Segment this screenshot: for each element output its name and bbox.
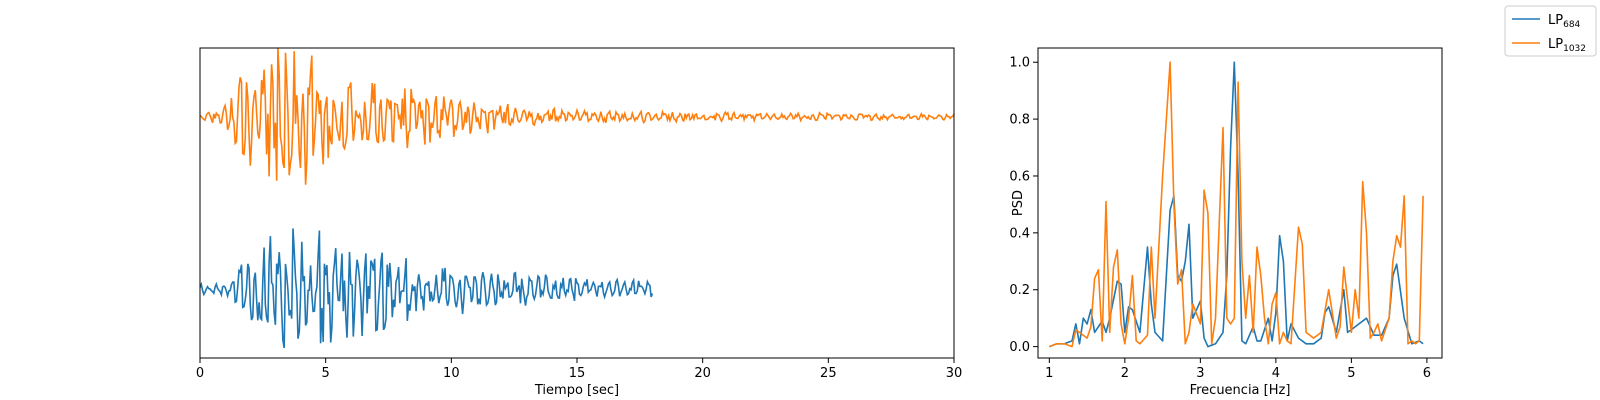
legend-label-lp1032: LP1032: [1548, 37, 1586, 54]
psd-plot: 1 2 3 4 5 6 0.0 0.2 0.4 0.6 0.8 1.0 Frecuencia [Hz…: [1009, 47, 1443, 398]
psd-trace-lp1032: [1049, 61, 1424, 348]
time-x-tick-label: 0: [196, 366, 204, 381]
time-trace-lp1032: [199, 48, 955, 185]
time-trace-lp684: [199, 228, 654, 349]
psd-y-axis-label: PSD: [1011, 190, 1026, 216]
psd-y-tick-label: 0.8: [1009, 113, 1030, 128]
legend-label-lp684: LP684: [1548, 13, 1581, 30]
psd-x-tick-label: 3: [1196, 366, 1204, 381]
psd-x-tick-label: 2: [1121, 366, 1129, 381]
time-x-tick-label: 15: [569, 366, 586, 381]
psd-traces: [1049, 61, 1424, 348]
psd-x-tick-label: 6: [1423, 366, 1431, 381]
psd-x-tick-label: 5: [1347, 366, 1355, 381]
time-x-tick-label: 10: [443, 366, 460, 381]
psd-x-tick-label: 4: [1272, 366, 1280, 381]
psd-y-tick-label: 0.6: [1009, 169, 1030, 184]
psd-x-tick-label: 1: [1045, 366, 1053, 381]
time-series-traces: [199, 48, 955, 349]
psd-x-ticks: 1 2 3 4 5 6: [1045, 358, 1431, 381]
time-x-ticks: 0 5 10 15 20 25 30: [196, 358, 962, 381]
time-x-axis-label: Tiempo [sec]: [534, 383, 619, 398]
time-x-tick-label: 20: [694, 366, 711, 381]
psd-x-axis-label: Frecuencia [Hz]: [1190, 383, 1291, 398]
legend: LP684 LP1032: [1504, 5, 1597, 57]
psd-y-tick-label: 0.0: [1009, 340, 1030, 355]
time-x-tick-label: 25: [820, 366, 837, 381]
time-series-plot: 0 5 10 15 20 25 30 Tiempo [sec]: [196, 47, 962, 398]
time-x-tick-label: 30: [946, 366, 963, 381]
psd-y-tick-label: 0.4: [1009, 226, 1030, 241]
time-x-tick-label: 5: [322, 366, 330, 381]
psd-y-ticks: 0.0 0.2 0.4 0.6 0.8 1.0: [1009, 56, 1038, 355]
psd-frame: [1037, 47, 1443, 359]
psd-y-tick-label: 0.2: [1009, 283, 1030, 298]
psd-y-tick-label: 1.0: [1009, 56, 1030, 71]
